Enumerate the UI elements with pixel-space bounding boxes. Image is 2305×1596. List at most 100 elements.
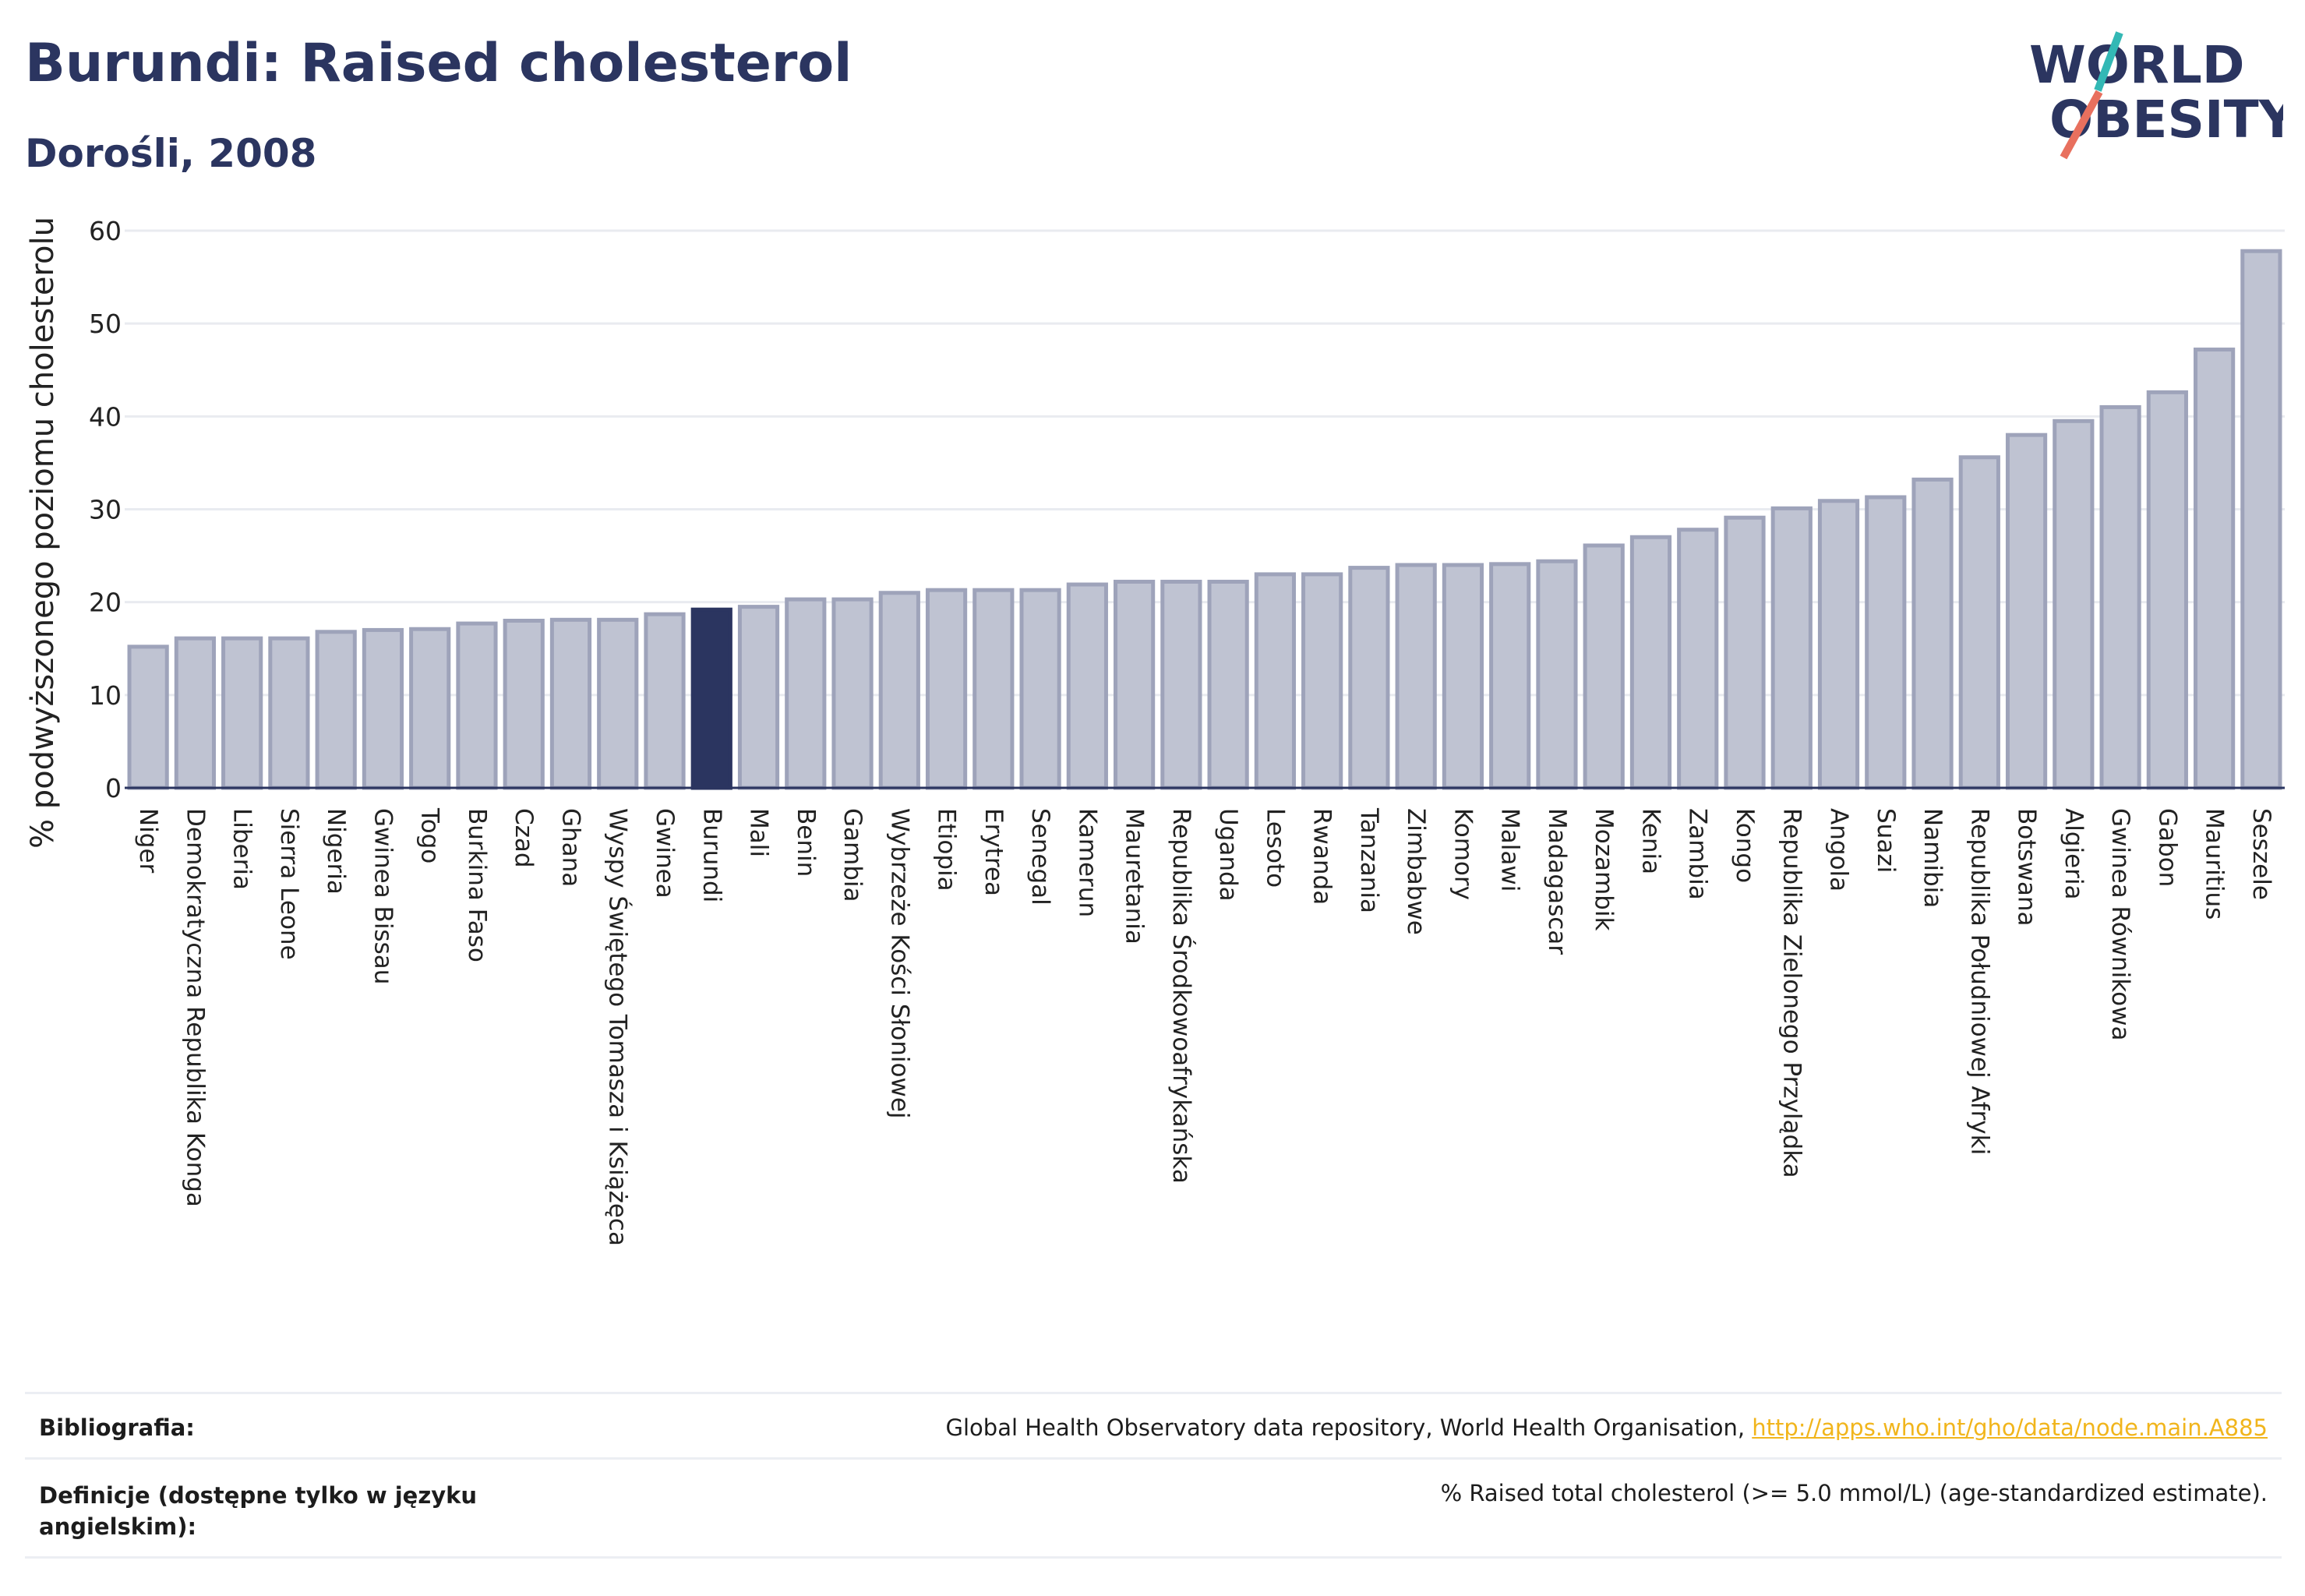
x-tick-label: Suazi bbox=[1872, 808, 1900, 873]
bar-namibia[interactable] bbox=[1911, 477, 1954, 790]
x-tick-label: Liberia bbox=[228, 808, 256, 890]
x-tick-label: Namibia bbox=[1918, 808, 1947, 908]
x-tick-label: Republika Środkowoafrykańska bbox=[1167, 808, 1196, 1184]
x-tick-label: Kamerun bbox=[1073, 808, 1101, 917]
x-tick-label: Gabon bbox=[2153, 808, 2181, 887]
bar-seszele[interactable] bbox=[2240, 249, 2282, 790]
y-tick-label: 10 bbox=[89, 680, 122, 711]
bar-demokratyczna-republika-konga[interactable] bbox=[174, 636, 216, 790]
x-tick-label: Lesoto bbox=[1261, 808, 1289, 888]
bar-republika-zielonego-przylądka[interactable] bbox=[1770, 506, 1813, 790]
bar-kenia[interactable] bbox=[1629, 535, 1672, 790]
x-tick-label: Republika Południowej Afryki bbox=[1965, 808, 1993, 1155]
bar-wybrzeże-kości-słoniowej[interactable] bbox=[878, 591, 920, 790]
bar-burkina-faso[interactable] bbox=[456, 621, 498, 790]
bar-etiopia[interactable] bbox=[925, 588, 968, 790]
bibliography-text: Global Health Observatory data repositor… bbox=[945, 1414, 1753, 1441]
bar-niger[interactable] bbox=[127, 644, 169, 790]
bar-angola[interactable] bbox=[1817, 499, 1860, 790]
bar-burundi[interactable] bbox=[690, 607, 732, 790]
x-tick-label: Mali bbox=[745, 808, 773, 857]
x-tick-label: Rwanda bbox=[1308, 808, 1336, 905]
x-tick-label: Uganda bbox=[1214, 808, 1242, 902]
bar-mali[interactable] bbox=[737, 605, 780, 790]
x-tick-label: Niger bbox=[134, 808, 162, 874]
y-tick-label: 0 bbox=[105, 773, 122, 803]
bar-tanzania[interactable] bbox=[1348, 566, 1390, 790]
footer-row-bibliography: Bibliografia: Global Health Observatory … bbox=[25, 1392, 2282, 1460]
x-tick-label: Gwinea Bissau bbox=[369, 808, 397, 984]
bar-togo[interactable] bbox=[409, 627, 451, 790]
x-tick-label: Czad bbox=[510, 808, 538, 868]
y-tick-label: 30 bbox=[89, 495, 122, 525]
logo-slash-coral bbox=[2060, 90, 2103, 160]
bar-botswana[interactable] bbox=[2005, 433, 2048, 790]
bar-mauritius[interactable] bbox=[2194, 348, 2236, 790]
x-tick-label: Algieria bbox=[2060, 808, 2088, 900]
x-tick-label: Mozambik bbox=[1590, 808, 1618, 930]
bar-malawi[interactable] bbox=[1489, 562, 1531, 790]
x-tick-label: Sierra Leone bbox=[275, 808, 303, 960]
x-tick-label: Madagascar bbox=[1543, 808, 1571, 955]
x-tick-label: Senegal bbox=[1026, 808, 1054, 906]
y-tick-label: 60 bbox=[89, 216, 122, 246]
bar-wyspy-świętego-tomasza-i-książęca[interactable] bbox=[597, 617, 639, 790]
bar-kongo[interactable] bbox=[1724, 515, 1766, 790]
chart-title: Burundi: Raised cholesterol bbox=[25, 33, 852, 94]
x-tick-label: Mauritius bbox=[2201, 808, 2229, 920]
y-axis-title: % podwyższonego poziomu cholesterolu bbox=[25, 217, 61, 849]
x-tick-label: Ghana bbox=[556, 808, 584, 887]
bar-senegal[interactable] bbox=[1019, 588, 1061, 790]
bar-nigeria[interactable] bbox=[315, 630, 357, 790]
x-tick-label: Botswana bbox=[2013, 808, 2041, 927]
x-tick-label: Demokratyczna Republika Konga bbox=[181, 808, 209, 1207]
definition-label: Definicje (dostępne tylko w języku angie… bbox=[39, 1482, 478, 1540]
x-tick-label: Wyspy Świętego Tomasza i Książęca bbox=[604, 808, 633, 1246]
x-tick-label: Malawi bbox=[1496, 808, 1524, 892]
x-tick-label: Erytrea bbox=[980, 808, 1008, 896]
x-axis-labels: Niger Demokratyczna Republika Konga Liberi… bbox=[134, 807, 2275, 1246]
bar-sierra-leone[interactable] bbox=[268, 636, 310, 790]
bar-ghana[interactable] bbox=[549, 617, 592, 790]
bar-erytrea[interactable] bbox=[972, 588, 1015, 790]
bar-czad[interactable] bbox=[503, 619, 545, 790]
x-tick-label: Kenia bbox=[1636, 808, 1664, 874]
x-tick-label: Komory bbox=[1449, 808, 1477, 900]
bar-rwanda[interactable] bbox=[1301, 572, 1343, 790]
bibliography-value: Global Health Observatory data repositor… bbox=[946, 1414, 2268, 1441]
bar-mauretania[interactable] bbox=[1114, 579, 1156, 790]
bar-republika-środkowoafrykańska[interactable] bbox=[1160, 579, 1202, 790]
bar-kamerun[interactable] bbox=[1066, 582, 1108, 790]
bar-lesoto[interactable] bbox=[1254, 572, 1296, 790]
chart-subtitle: Dorośli, 2008 bbox=[25, 131, 317, 176]
bar-suazi[interactable] bbox=[1865, 495, 1907, 790]
bibliography-link[interactable]: http://apps.who.int/gho/data/node.main.A… bbox=[1752, 1414, 2268, 1441]
footer-row-definition: Definicje (dostępne tylko w języku angie… bbox=[25, 1457, 2282, 1559]
bar-algieria[interactable] bbox=[2053, 418, 2095, 790]
bar-zambia[interactable] bbox=[1677, 528, 1719, 790]
bar-gambia[interactable] bbox=[831, 597, 874, 790]
bars bbox=[127, 249, 2282, 790]
bar-komory[interactable] bbox=[1442, 563, 1484, 790]
bar-gabon[interactable] bbox=[2146, 390, 2188, 790]
bar-benin[interactable] bbox=[785, 597, 827, 790]
x-tick-label: Gwinea bbox=[651, 808, 679, 899]
bar-mozambik[interactable] bbox=[1583, 543, 1625, 790]
definition-value: % Raised total cholesterol (>= 5.0 mmol/… bbox=[1440, 1480, 2268, 1506]
x-tick-label: Nigeria bbox=[322, 808, 350, 895]
x-tick-label: Etiopia bbox=[933, 808, 961, 892]
y-axis-ticks: 0 10 20 30 40 50 60 bbox=[89, 216, 122, 803]
bar-madagascar[interactable] bbox=[1536, 559, 1578, 790]
bar-liberia[interactable] bbox=[221, 636, 263, 790]
bar-republika-południowej-afryki[interactable] bbox=[1958, 455, 2000, 790]
y-tick-label: 40 bbox=[89, 401, 122, 432]
bar-zimbabwe[interactable] bbox=[1395, 563, 1437, 790]
world-obesity-logo[interactable]: WORLD OBESITY bbox=[2026, 28, 2283, 168]
logo-slash-teal bbox=[2094, 31, 2123, 92]
y-tick-label: 20 bbox=[89, 588, 122, 618]
bar-gwinea-równikowa[interactable] bbox=[2099, 404, 2141, 790]
bar-gwinea-bissau[interactable] bbox=[362, 627, 404, 790]
bar-uganda[interactable] bbox=[1207, 579, 1249, 790]
bar-gwinea[interactable] bbox=[644, 612, 686, 790]
bar-chart: 0 10 20 30 40 50 60 Niger Demokratyczna Republi… bbox=[25, 216, 2285, 1246]
